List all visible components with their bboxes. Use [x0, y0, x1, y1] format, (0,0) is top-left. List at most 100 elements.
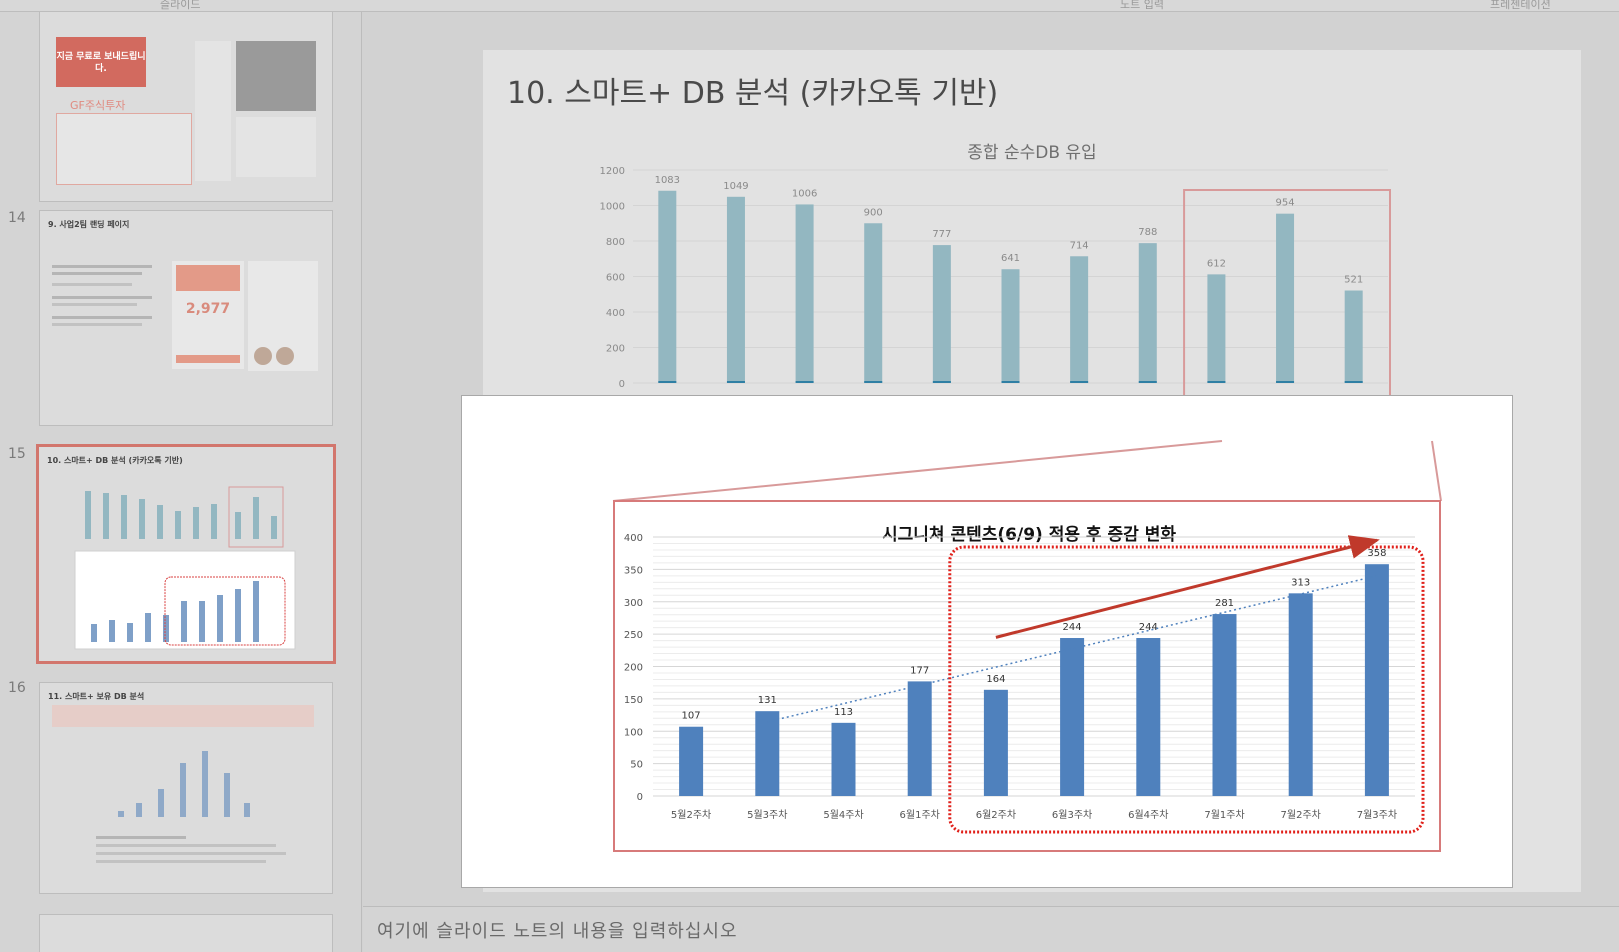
- chart1-data-label: 788: [1138, 227, 1157, 238]
- thumb-title: 10. 스마트+ DB 분석 (카카오톡 기반): [47, 456, 183, 465]
- chart1-bar: [1001, 269, 1020, 383]
- ribbon-label-presentation[interactable]: 프레젠테이션: [1490, 0, 1551, 11]
- chart2-x-tick: 6월1주차: [900, 809, 940, 821]
- chart2-bar: [679, 726, 704, 796]
- chart1-bar: [1070, 256, 1089, 383]
- chart2-bar: [1288, 593, 1313, 796]
- chart1-y-tick: 800: [606, 237, 625, 248]
- chart2-x-tick: 7월2주차: [1281, 809, 1321, 821]
- chart2-title: 시그니쳐 콘텐츠(6/9) 적용 후 증감 변화: [882, 525, 1176, 545]
- slide-thumbnail-17[interactable]: [39, 914, 333, 952]
- chart1-y-tick: 200: [606, 344, 625, 355]
- chart2-x-tick: 6월2주차: [976, 809, 1016, 821]
- chart2-y-tick: 0: [637, 792, 643, 803]
- chart2-x-tick: 5월4주차: [823, 809, 863, 821]
- slide-thumbnail-14[interactable]: 9. 사업2팀 랜딩 페이지 2,977: [39, 210, 333, 426]
- chart2-bar: [755, 711, 780, 796]
- chart2-data-label: 177: [910, 665, 929, 676]
- slide-thumbnail-15[interactable]: 10. 스마트+ DB 분석 (카카오톡 기반): [36, 444, 336, 664]
- chart2-x-tick: 7월3주차: [1357, 809, 1397, 821]
- chart2-data-label: 313: [1291, 577, 1310, 588]
- chart2-data-label: 107: [682, 711, 701, 722]
- chart2-x-tick: 5월3주차: [747, 809, 787, 821]
- chart1-bar: [1138, 243, 1157, 383]
- notes-pane[interactable]: 여기에 슬라이드 노트의 내용을 입력하십시오: [363, 906, 1619, 952]
- thumb-mini-charts: [74, 486, 296, 650]
- chart2-bar: [1364, 564, 1389, 796]
- slide-thumbnail-panel[interactable]: 지금 무료로 보내드립니다. GF주식투자 14 9. 사업2팀 랜딩 페이지: [0, 12, 362, 952]
- ribbon-label-slide[interactable]: 슬라이드: [160, 0, 201, 11]
- chart1-bar: [726, 196, 745, 383]
- chart2-container: 시그니쳐 콘텐츠(6/9) 적용 후 증감 변화 0 50 100 150 200 250…: [613, 500, 1441, 852]
- chart1-data-label: 714: [1070, 240, 1089, 251]
- slide-number-16: 16: [8, 680, 26, 696]
- thumb-bullets: [96, 833, 296, 883]
- chart2-bar: [1060, 638, 1085, 796]
- chart2-highlight-region: [948, 545, 1425, 834]
- chart2-x-tick: 6월4주차: [1128, 809, 1168, 821]
- chart2-bar: [831, 722, 856, 796]
- chart1-bar-base: [658, 381, 677, 383]
- chart1-bar-base: [1207, 381, 1226, 383]
- chart1-y-tick: 400: [606, 308, 625, 319]
- chart1-data-label: 1049: [723, 181, 748, 192]
- chart2-data-label: 244: [1139, 622, 1158, 633]
- chart1-bar-base: [1344, 381, 1363, 383]
- slide-thumbnail-16[interactable]: 11. 스마트+ 보유 DB 분석: [39, 682, 333, 894]
- chart1-y-tick: 1000: [600, 202, 625, 213]
- slide-number-14: 14: [8, 210, 26, 226]
- chart2-x-tick: 7월1주차: [1204, 809, 1244, 821]
- chart1-y-tick: 600: [606, 273, 625, 284]
- thumb-brand: GF주식투자: [70, 99, 126, 112]
- thumb-summary-box: [52, 705, 314, 727]
- chart1-data-label: 641: [1001, 253, 1020, 264]
- thumb-light-card: [236, 117, 316, 177]
- chart1-bar-base: [1276, 381, 1295, 383]
- chart2-y-tick: 300: [624, 598, 643, 609]
- thumb-column: [195, 41, 231, 181]
- chart1-data-label: 777: [932, 229, 951, 240]
- thumb-side-card: [248, 261, 318, 371]
- thumb-title: 9. 사업2팀 랜딩 페이지: [48, 220, 130, 229]
- chart2-bar: [907, 681, 932, 796]
- chart2-trend-arrow: [995, 535, 1380, 639]
- slide-title[interactable]: 10. 스마트+ DB 분석 (카카오톡 기반): [507, 76, 999, 111]
- slide-thumbnail-13[interactable]: 지금 무료로 보내드립니다. GF주식투자: [39, 12, 333, 202]
- thumb-text-block: [52, 261, 164, 371]
- chart2-y-tick: 100: [624, 727, 643, 738]
- ribbon-label-notes[interactable]: 노트 입력: [1120, 0, 1164, 11]
- chart1-bar: [864, 223, 883, 383]
- chart1-bar-base: [1138, 381, 1157, 383]
- chart2-data-label: 131: [758, 695, 777, 706]
- chart1-title: 종합 순수DB 유입: [967, 143, 1097, 163]
- chart1-data-label: 1006: [792, 188, 817, 199]
- chart2-y-tick: 250: [624, 630, 643, 641]
- chart1-bar: [795, 204, 814, 383]
- chart2-y-tick: 150: [624, 695, 643, 706]
- chart2-x-tick: 5월2주차: [671, 809, 711, 821]
- chart1-bar-base: [1070, 381, 1089, 383]
- chart1-bar-base: [1001, 381, 1020, 383]
- chart1-bar: [932, 245, 951, 383]
- chart1-bar: [1276, 213, 1295, 383]
- chart2-bar: [983, 689, 1008, 796]
- chart1-y-tick: 0: [619, 379, 625, 390]
- chart2-y-tick: 400: [624, 533, 643, 544]
- chart1-bar-base: [726, 381, 745, 383]
- thumb-form: [56, 113, 192, 185]
- chart1-bar-base: [864, 381, 883, 383]
- chart2-data-label: 244: [1063, 622, 1082, 633]
- ribbon-strip: 슬라이드 노트 입력 프레젠테이션: [0, 0, 1619, 12]
- notes-placeholder[interactable]: 여기에 슬라이드 노트의 내용을 입력하십시오: [377, 921, 738, 942]
- slide-number-15: 15: [8, 446, 26, 462]
- chart2-bar: [1212, 614, 1237, 796]
- chart1-bar: [1207, 274, 1226, 383]
- thumb-dark-card: [236, 41, 316, 111]
- thumb-red-banner: 지금 무료로 보내드립니다.: [56, 37, 146, 87]
- chart1-bar: [1344, 290, 1363, 383]
- chart2-y-tick: 200: [624, 663, 643, 674]
- chart2-y-tick: 50: [630, 760, 643, 771]
- chart2-x-tick: 6월3주차: [1052, 809, 1092, 821]
- chart2-y-tick: 350: [624, 565, 643, 576]
